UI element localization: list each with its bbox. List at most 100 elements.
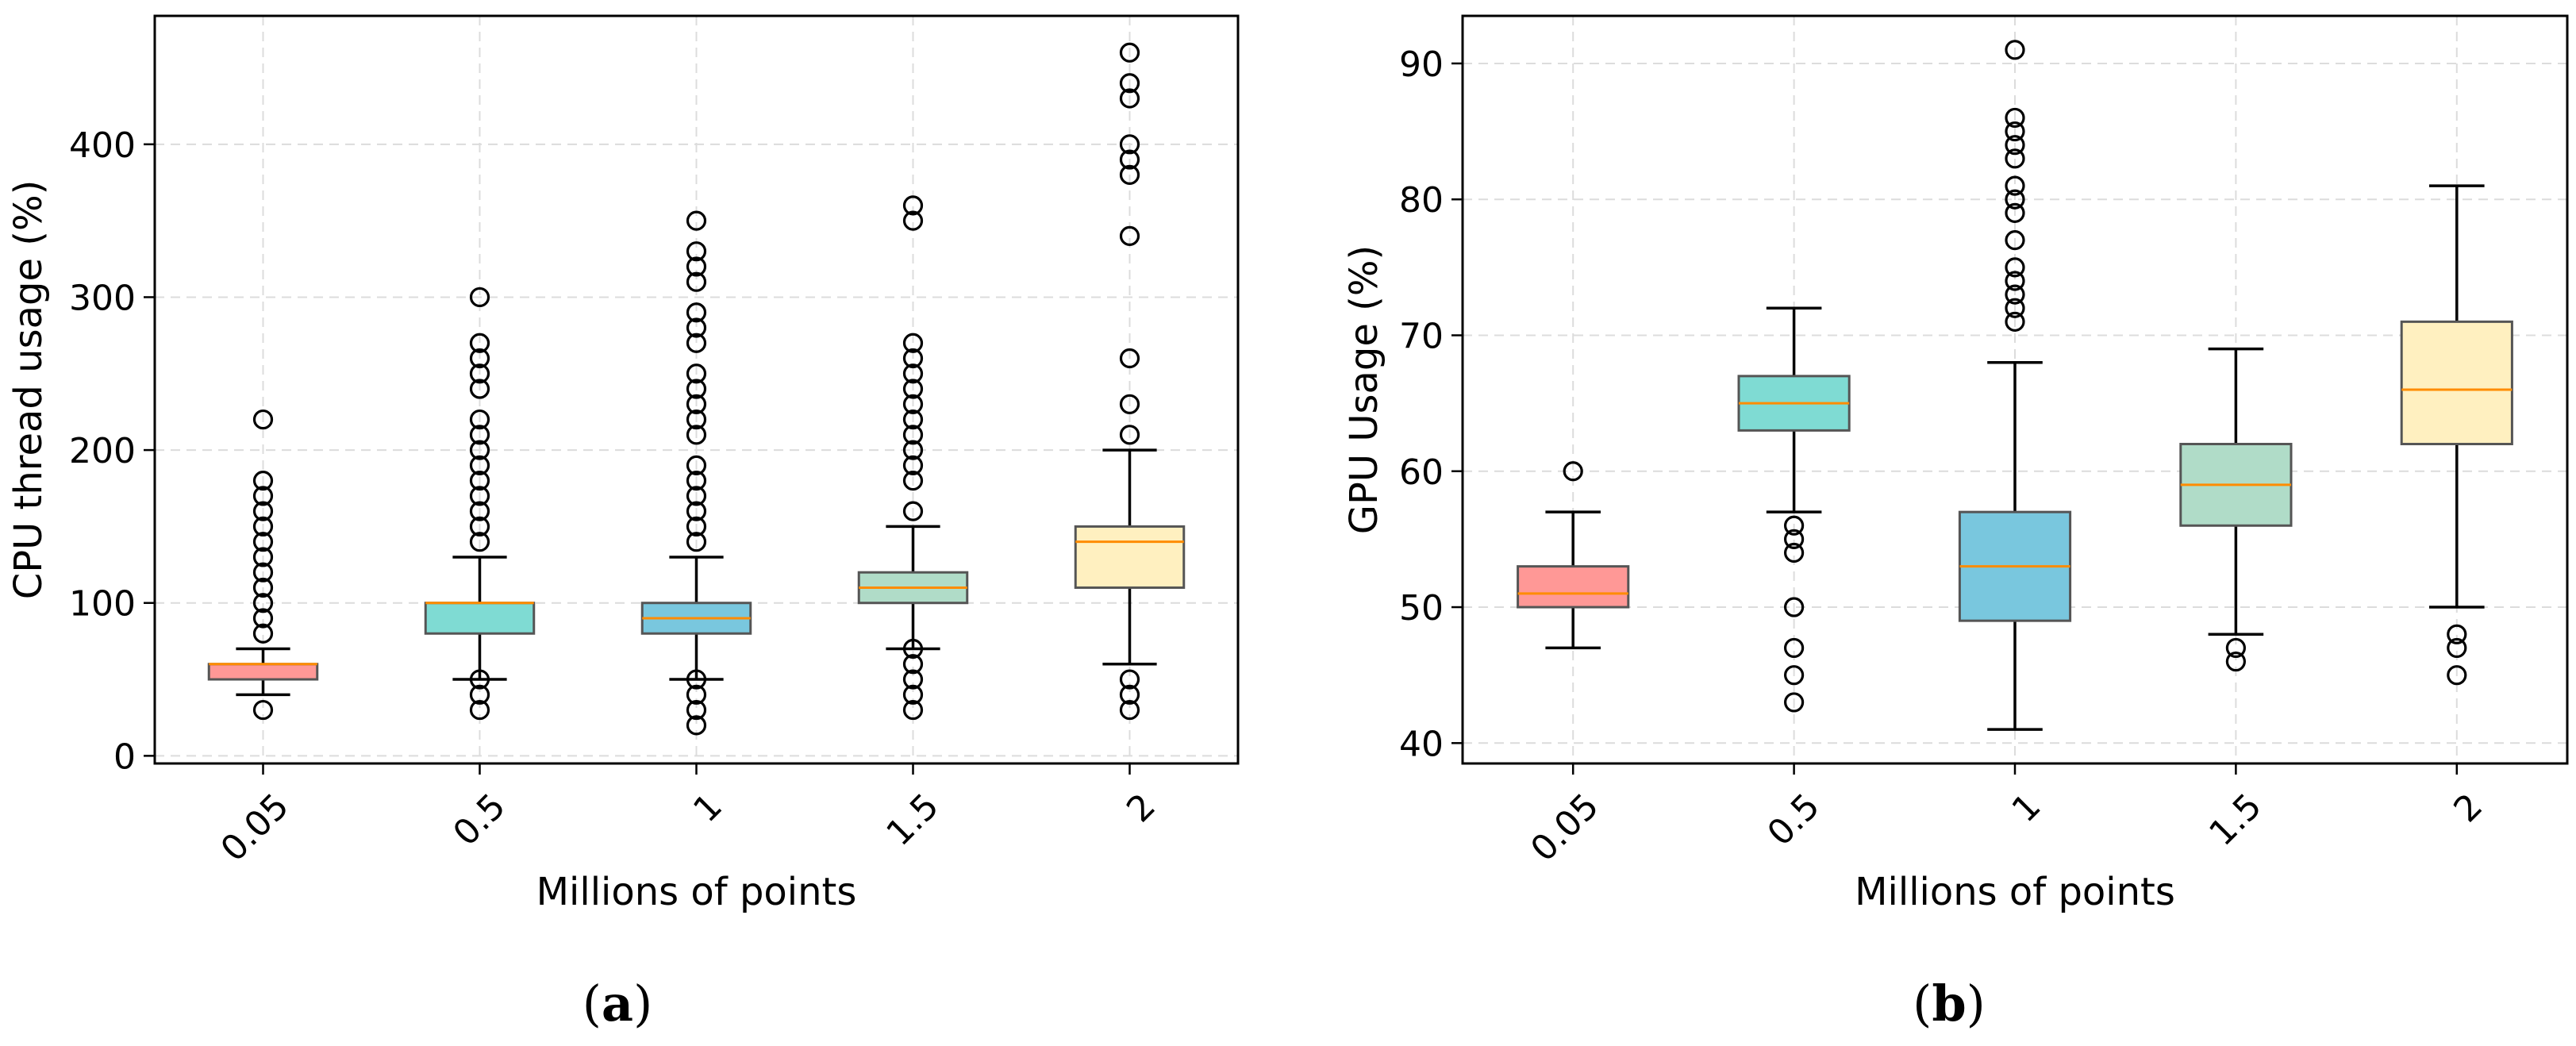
x-tick-label: 1 xyxy=(686,786,730,830)
outlier-point xyxy=(2005,189,2025,210)
outlier-point xyxy=(902,394,924,414)
box-iqr xyxy=(2400,320,2513,446)
outlier-point xyxy=(1784,692,1805,713)
x-tick-label: 1 xyxy=(2005,786,2049,830)
outlier-point xyxy=(686,271,707,292)
outlier-point xyxy=(902,669,924,690)
outlier-point xyxy=(2005,284,2025,305)
box-iqr xyxy=(1517,565,1630,609)
x-axis-label: Millions of points xyxy=(1855,870,2175,914)
box-iqr xyxy=(1074,525,1186,589)
y-tick-label: 0 xyxy=(113,736,136,777)
outlier-point xyxy=(686,363,707,384)
outlier-point xyxy=(1119,225,1140,246)
y-axis-label: GPU Usage (%) xyxy=(1342,245,1386,534)
outlier-point xyxy=(902,210,924,231)
panel-b-boxplot: 40 50 60 70 80 90 0.05 0.5 1 1.5 2 Millions of poin… xyxy=(1342,14,2569,914)
outlier-point xyxy=(469,486,490,506)
outlier-point xyxy=(2447,624,2467,644)
outlier-point xyxy=(469,363,490,384)
outlier-point xyxy=(469,440,490,460)
outlier-point xyxy=(902,501,924,521)
outlier-point xyxy=(686,532,707,552)
x-tick-label: 0.5 xyxy=(1759,786,1828,854)
x-tick-label: 0.5 xyxy=(445,786,513,854)
outlier-point xyxy=(686,379,707,399)
box-iqr xyxy=(207,663,319,681)
outlier-point xyxy=(686,455,707,475)
outlier-point xyxy=(686,210,707,231)
outlier-point xyxy=(2005,230,2025,251)
outlier-point xyxy=(2447,637,2467,659)
x-tick-label: 0.05 xyxy=(1523,786,1606,869)
x-tick-label: 1.5 xyxy=(879,786,947,854)
outlier-point xyxy=(1119,684,1140,705)
outlier-point xyxy=(686,333,707,353)
outlier-point xyxy=(252,577,274,598)
y-tick-label: 200 xyxy=(69,431,136,471)
y-tick-label: 400 xyxy=(69,125,136,166)
outlier-point xyxy=(469,333,490,353)
outlier-point xyxy=(1784,542,1805,563)
y-tick-label: 90 xyxy=(1399,44,1444,85)
outlier-point xyxy=(252,547,274,567)
outlier-point xyxy=(252,623,274,644)
outlier-point xyxy=(686,256,707,277)
outlier-point xyxy=(1119,149,1140,170)
outlier-point xyxy=(1119,42,1140,63)
outlier-point xyxy=(1119,88,1140,109)
outlier-point xyxy=(1784,515,1805,536)
outlier-point xyxy=(902,440,924,460)
outlier-point xyxy=(686,425,707,445)
outlier-point xyxy=(686,684,707,705)
y-tick-label: 80 xyxy=(1399,180,1444,221)
outlier-point xyxy=(902,379,924,399)
outlier-point xyxy=(686,501,707,521)
outlier-point xyxy=(2005,40,2025,60)
outlier-point xyxy=(2005,202,2025,223)
y-tick-label: 70 xyxy=(1399,316,1444,356)
outlier-point xyxy=(902,471,924,491)
outlier-point xyxy=(2005,257,2025,278)
outlier-point xyxy=(469,409,490,430)
outlier-point xyxy=(902,684,924,705)
outlier-point xyxy=(2005,121,2025,142)
y-tick-label: 100 xyxy=(69,584,136,625)
panel-b-caption: (b) xyxy=(1913,975,1986,1033)
outlier-point xyxy=(1563,461,1583,482)
y-axis-label: CPU thread usage (%) xyxy=(6,180,51,600)
outlier-point xyxy=(469,699,490,721)
outlier-point xyxy=(686,486,707,506)
outlier-point xyxy=(902,699,924,721)
outlier-point xyxy=(1784,529,1805,550)
panel-a-caption: (a) xyxy=(582,975,653,1033)
y-tick-label: 50 xyxy=(1399,588,1444,629)
outlier-point xyxy=(469,471,490,491)
outlier-point xyxy=(469,455,490,475)
outlier-point xyxy=(1119,425,1140,445)
x-tick-label: 2 xyxy=(2446,786,2490,830)
outlier-point xyxy=(686,471,707,491)
outlier-point xyxy=(252,608,274,629)
outlier-point xyxy=(469,669,490,690)
outlier-point xyxy=(2005,175,2025,196)
outlier-point xyxy=(902,425,924,445)
outlier-point xyxy=(902,654,924,675)
y-tick-label: 300 xyxy=(69,278,136,318)
y-tick-label: 40 xyxy=(1399,724,1444,764)
outlier-point xyxy=(686,317,707,338)
outlier-point xyxy=(469,501,490,521)
outlier-point xyxy=(252,699,274,721)
outlier-point xyxy=(252,471,274,491)
outlier-point xyxy=(2005,135,2025,156)
panel-a-boxplot: 0 100 200 300 400 0.05 0.5 1 1.5 2 Millions of poi… xyxy=(6,14,1240,914)
outlier-point xyxy=(686,302,707,323)
outlier-point xyxy=(686,699,707,721)
x-axis-label: Millions of points xyxy=(536,870,857,914)
outlier-point xyxy=(686,715,707,736)
outlier-point xyxy=(252,532,274,552)
outlier-point xyxy=(1119,164,1140,185)
outlier-point xyxy=(902,638,924,660)
outlier-point xyxy=(252,516,274,537)
outlier-point xyxy=(686,516,707,537)
